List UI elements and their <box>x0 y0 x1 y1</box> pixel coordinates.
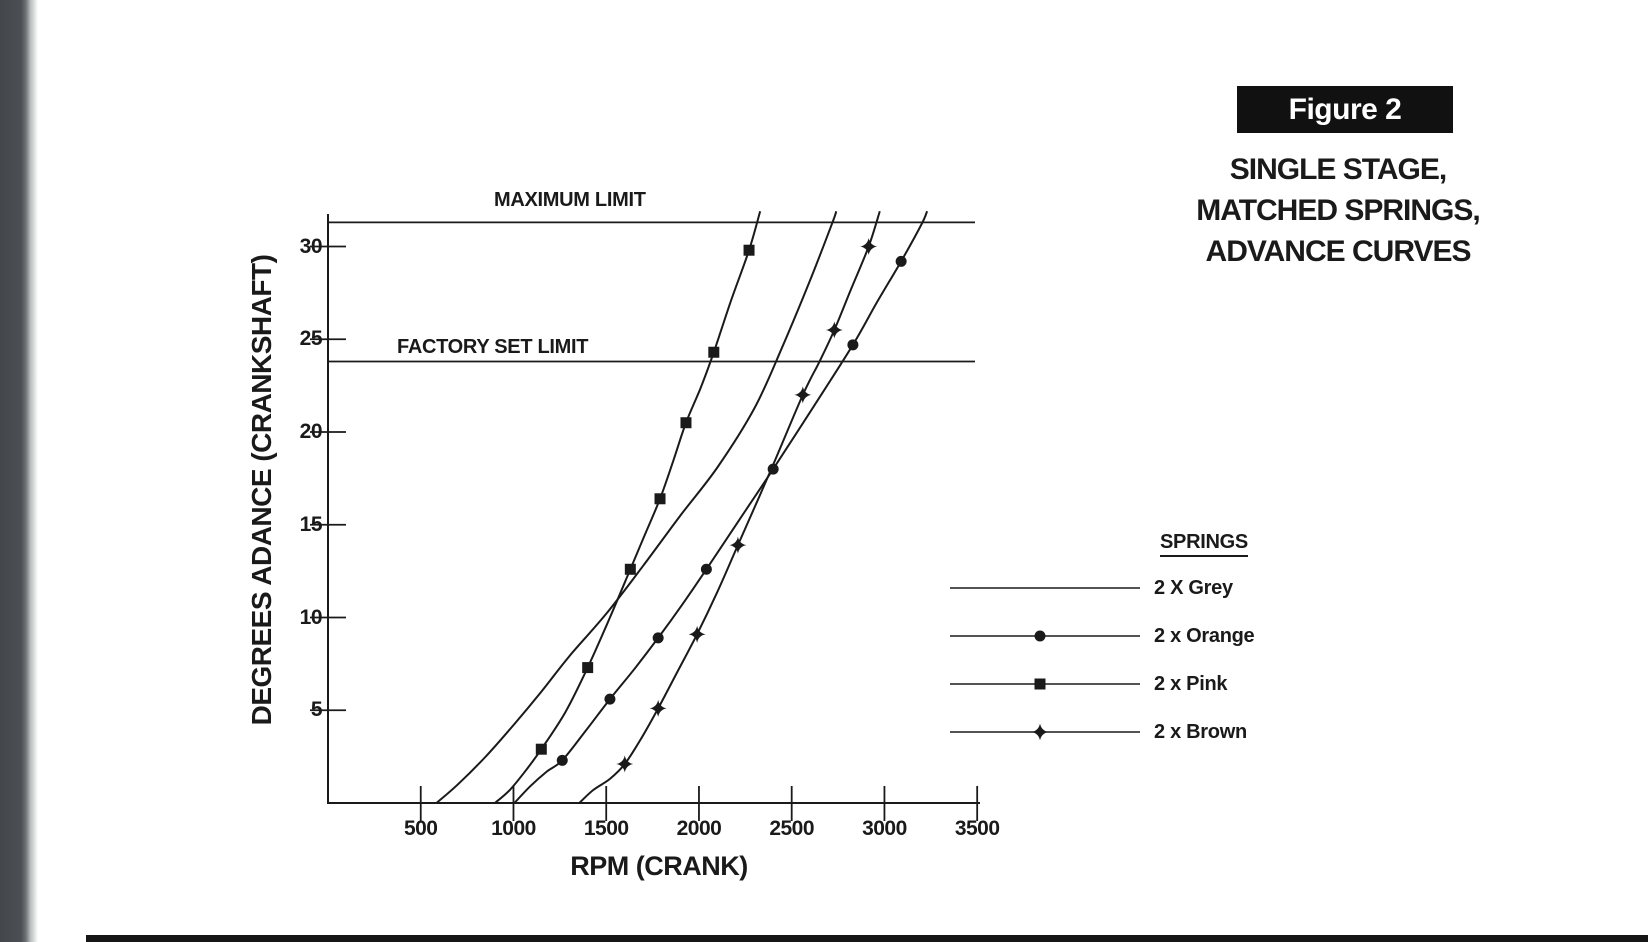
legend-title: SPRINGS <box>1160 531 1248 557</box>
y-tick-label: 5 <box>310 698 323 722</box>
square-marker-swatch-icon <box>950 678 1140 690</box>
legend-label: 2 x Brown <box>1154 720 1247 743</box>
curve-2-x-pink <box>494 210 762 804</box>
legend-row: 2 X Grey <box>948 564 1288 612</box>
legend-row: 2 x Brown <box>948 708 1288 756</box>
legend-label: 2 x Orange <box>1154 624 1255 647</box>
circle-marker-swatch-icon <box>950 630 1140 642</box>
bottom-rule <box>86 935 1648 942</box>
curve-2-x-orange <box>513 210 929 804</box>
y-tick-label: 10 <box>299 605 323 629</box>
y-tick-label: 20 <box>299 420 323 443</box>
caption-line: ADVANCE CURVES <box>1205 235 1472 268</box>
x-tick-label: 3500 <box>954 817 1000 840</box>
x-tick-label: 2500 <box>769 817 815 840</box>
x-tick-label: 1000 <box>491 817 536 840</box>
legend-row: 2 x Orange <box>948 612 1288 660</box>
y-tick-label: 25 <box>299 327 323 351</box>
legend: SPRINGS 2 X Grey 2 x Orange 2 x Pink 2 x… <box>948 531 1288 756</box>
legend-row: 2 x Pink <box>948 660 1288 708</box>
legend-rows: 2 X Grey 2 x Orange 2 x Pink 2 x Brown <box>948 564 1288 756</box>
page-edge-strip <box>0 0 38 942</box>
x-tick-label: 500 <box>403 817 438 840</box>
y-tick-label: 15 <box>299 512 323 536</box>
y-tick-label: 30 <box>299 234 323 258</box>
legend-label: 2 X Grey <box>1154 576 1233 599</box>
curve-2-x-grey <box>435 210 838 804</box>
x-axis-title: RPM (CRANK) <box>570 851 748 881</box>
x-tick-label: 3000 <box>862 817 907 840</box>
figure-label-box: Figure 2 <box>1237 86 1453 133</box>
legend-label: 2 x Pink <box>1154 672 1228 695</box>
x-tick-label: 1500 <box>583 817 629 840</box>
star-marker-swatch-icon <box>950 723 1140 741</box>
figure-caption: SINGLE STAGE, MATCHED SPRINGS, ADVANCE C… <box>1178 149 1498 272</box>
y-axis-title: DEGREES ADANCE (CRANKSHAFT) <box>246 254 277 726</box>
max-limit-label: MAXIMUM LIMIT <box>494 189 646 211</box>
line-swatch-icon <box>950 587 1140 589</box>
figure-label: Figure 2 <box>1288 92 1402 126</box>
curve-2-x-brown <box>578 210 881 804</box>
caption-line: SINGLE STAGE, <box>1229 153 1447 186</box>
x-tick-label: 2000 <box>676 817 722 840</box>
factory-set-limit-label: FACTORY SET LIMIT <box>397 336 589 358</box>
caption-line: MATCHED SPRINGS, <box>1196 194 1480 227</box>
